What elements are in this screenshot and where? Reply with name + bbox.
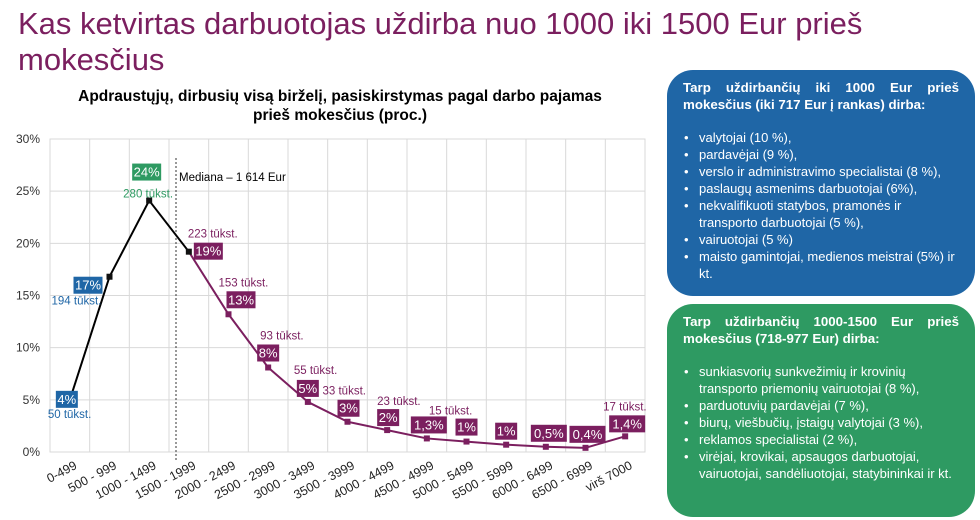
list-item: verslo ir administravimo specialistai (8…	[684, 163, 959, 180]
info-box-heading: Tarp uždirbančių 1000-1500 Eur prieš mok…	[683, 314, 959, 346]
data-point	[265, 364, 272, 371]
value-label: 13%	[228, 292, 254, 307]
value-label: 5%	[298, 381, 317, 396]
list-item: maisto gamintojai, medienos meistrai (5%…	[684, 248, 959, 282]
series-segment	[148, 199, 190, 253]
series-segment	[307, 401, 348, 423]
series-segment	[466, 440, 507, 446]
value-label: 0,4%	[573, 427, 603, 442]
list-item: nekvalifikuoti statybos, pramonės ir tra…	[684, 197, 959, 231]
info-box-heading: Tarp uždirbančių iki 1000 Eur prieš moke…	[683, 80, 959, 112]
value-label: 3%	[339, 401, 358, 416]
value-label: 1,3%	[414, 417, 444, 432]
list-item: valytojai (10 %),	[684, 129, 959, 146]
series-segment	[108, 200, 151, 278]
data-point	[463, 438, 470, 445]
info-box-under-1000: Tarp uždirbančių iki 1000 Eur prieš moke…	[667, 70, 975, 296]
series-segment	[347, 420, 388, 432]
value-label: 1,4%	[612, 416, 642, 431]
value-label-box	[257, 344, 280, 362]
list-item: reklamos specialistai (2 %),	[684, 431, 959, 448]
value-label-box	[73, 276, 103, 294]
count-label: 15 tūkst.	[429, 405, 472, 417]
count-label: 223 tūkst.	[188, 229, 238, 241]
value-label-box	[132, 163, 162, 181]
value-label-box	[296, 379, 319, 397]
count-label: 55 tūkst.	[294, 365, 337, 377]
value-label-box	[455, 418, 478, 436]
data-point	[503, 441, 510, 448]
data-point	[542, 443, 549, 450]
list-item: paslaugų asmenims darbuotojai (6%),	[684, 180, 959, 197]
data-point	[423, 435, 430, 442]
y-tick-label: 30%	[16, 132, 40, 146]
data-point	[622, 433, 629, 440]
data-point	[582, 444, 589, 451]
data-point	[225, 311, 232, 318]
y-tick-label: 10%	[16, 341, 40, 355]
median-label: Mediana – 1 614 Eur	[179, 172, 286, 184]
value-label-box	[337, 399, 360, 417]
value-label-box	[377, 409, 400, 427]
value-label-box	[495, 422, 518, 440]
series-segment	[187, 251, 230, 315]
series-segment	[426, 437, 467, 443]
value-label-box	[609, 415, 646, 433]
value-label: 4%	[57, 392, 76, 407]
list-item: vairuotojai (5 %)	[684, 231, 959, 248]
value-label-box	[569, 425, 606, 443]
series-segment	[506, 443, 546, 448]
list-item: virėjai, krovikai, apsaugos darbuotojai,…	[684, 448, 959, 482]
y-tick-label: 5%	[23, 393, 41, 407]
y-tick-label: 15%	[16, 289, 40, 303]
data-point	[106, 273, 113, 280]
series-segment	[545, 445, 586, 449]
value-label: 0,5%	[534, 426, 564, 441]
list-item: pardavėjai (9 %),	[684, 146, 959, 163]
count-label: 194 tūkst.	[52, 296, 102, 308]
value-label-box	[226, 291, 256, 309]
y-tick-label: 0%	[23, 445, 41, 459]
value-label: 1%	[497, 424, 516, 439]
list-item: parduotuvių pardavėjai (7 %),	[684, 397, 959, 414]
data-point	[384, 427, 391, 434]
info-box-1000-1500: Tarp uždirbančių 1000-1500 Eur prieš mok…	[667, 304, 975, 517]
data-point	[304, 398, 311, 405]
data-point	[344, 418, 351, 425]
count-label: 93 tūkst.	[260, 330, 303, 342]
data-point	[185, 248, 192, 255]
value-label: 8%	[259, 345, 278, 360]
data-point	[146, 197, 153, 204]
y-tick-label: 25%	[16, 184, 40, 198]
value-label: 17%	[75, 278, 101, 293]
value-label-box	[410, 416, 447, 434]
count-label: 17 tūkst.	[603, 401, 646, 413]
list-item: sunkiasvorių sunkvežimių ir krovinių tra…	[684, 363, 959, 397]
count-label: 280 tūkst.	[123, 189, 173, 201]
count-label: 50 tūkst.	[48, 409, 91, 421]
count-label: 153 tūkst.	[219, 277, 269, 289]
value-label-box	[193, 242, 223, 260]
value-label: 19%	[195, 244, 221, 259]
value-label: 1%	[457, 420, 476, 435]
count-label: 33 tūkst.	[323, 386, 366, 398]
value-label: 2%	[379, 410, 398, 425]
value-label-box	[55, 390, 78, 408]
y-tick-label: 20%	[16, 236, 40, 250]
value-label: 24%	[134, 165, 160, 180]
page-title: Kas ketvirtas darbuotojas uždirba nuo 10…	[18, 6, 863, 77]
count-label: 23 tūkst.	[377, 396, 420, 408]
list-item: biurų, viešbučių, įstaigų valytojai (3 %…	[684, 414, 959, 431]
series-segment	[68, 276, 111, 401]
value-label-box	[530, 424, 567, 442]
chart-title: Apdraustųjų, dirbusių visą birželį, pasi…	[78, 88, 602, 124]
series-segment	[386, 429, 428, 440]
